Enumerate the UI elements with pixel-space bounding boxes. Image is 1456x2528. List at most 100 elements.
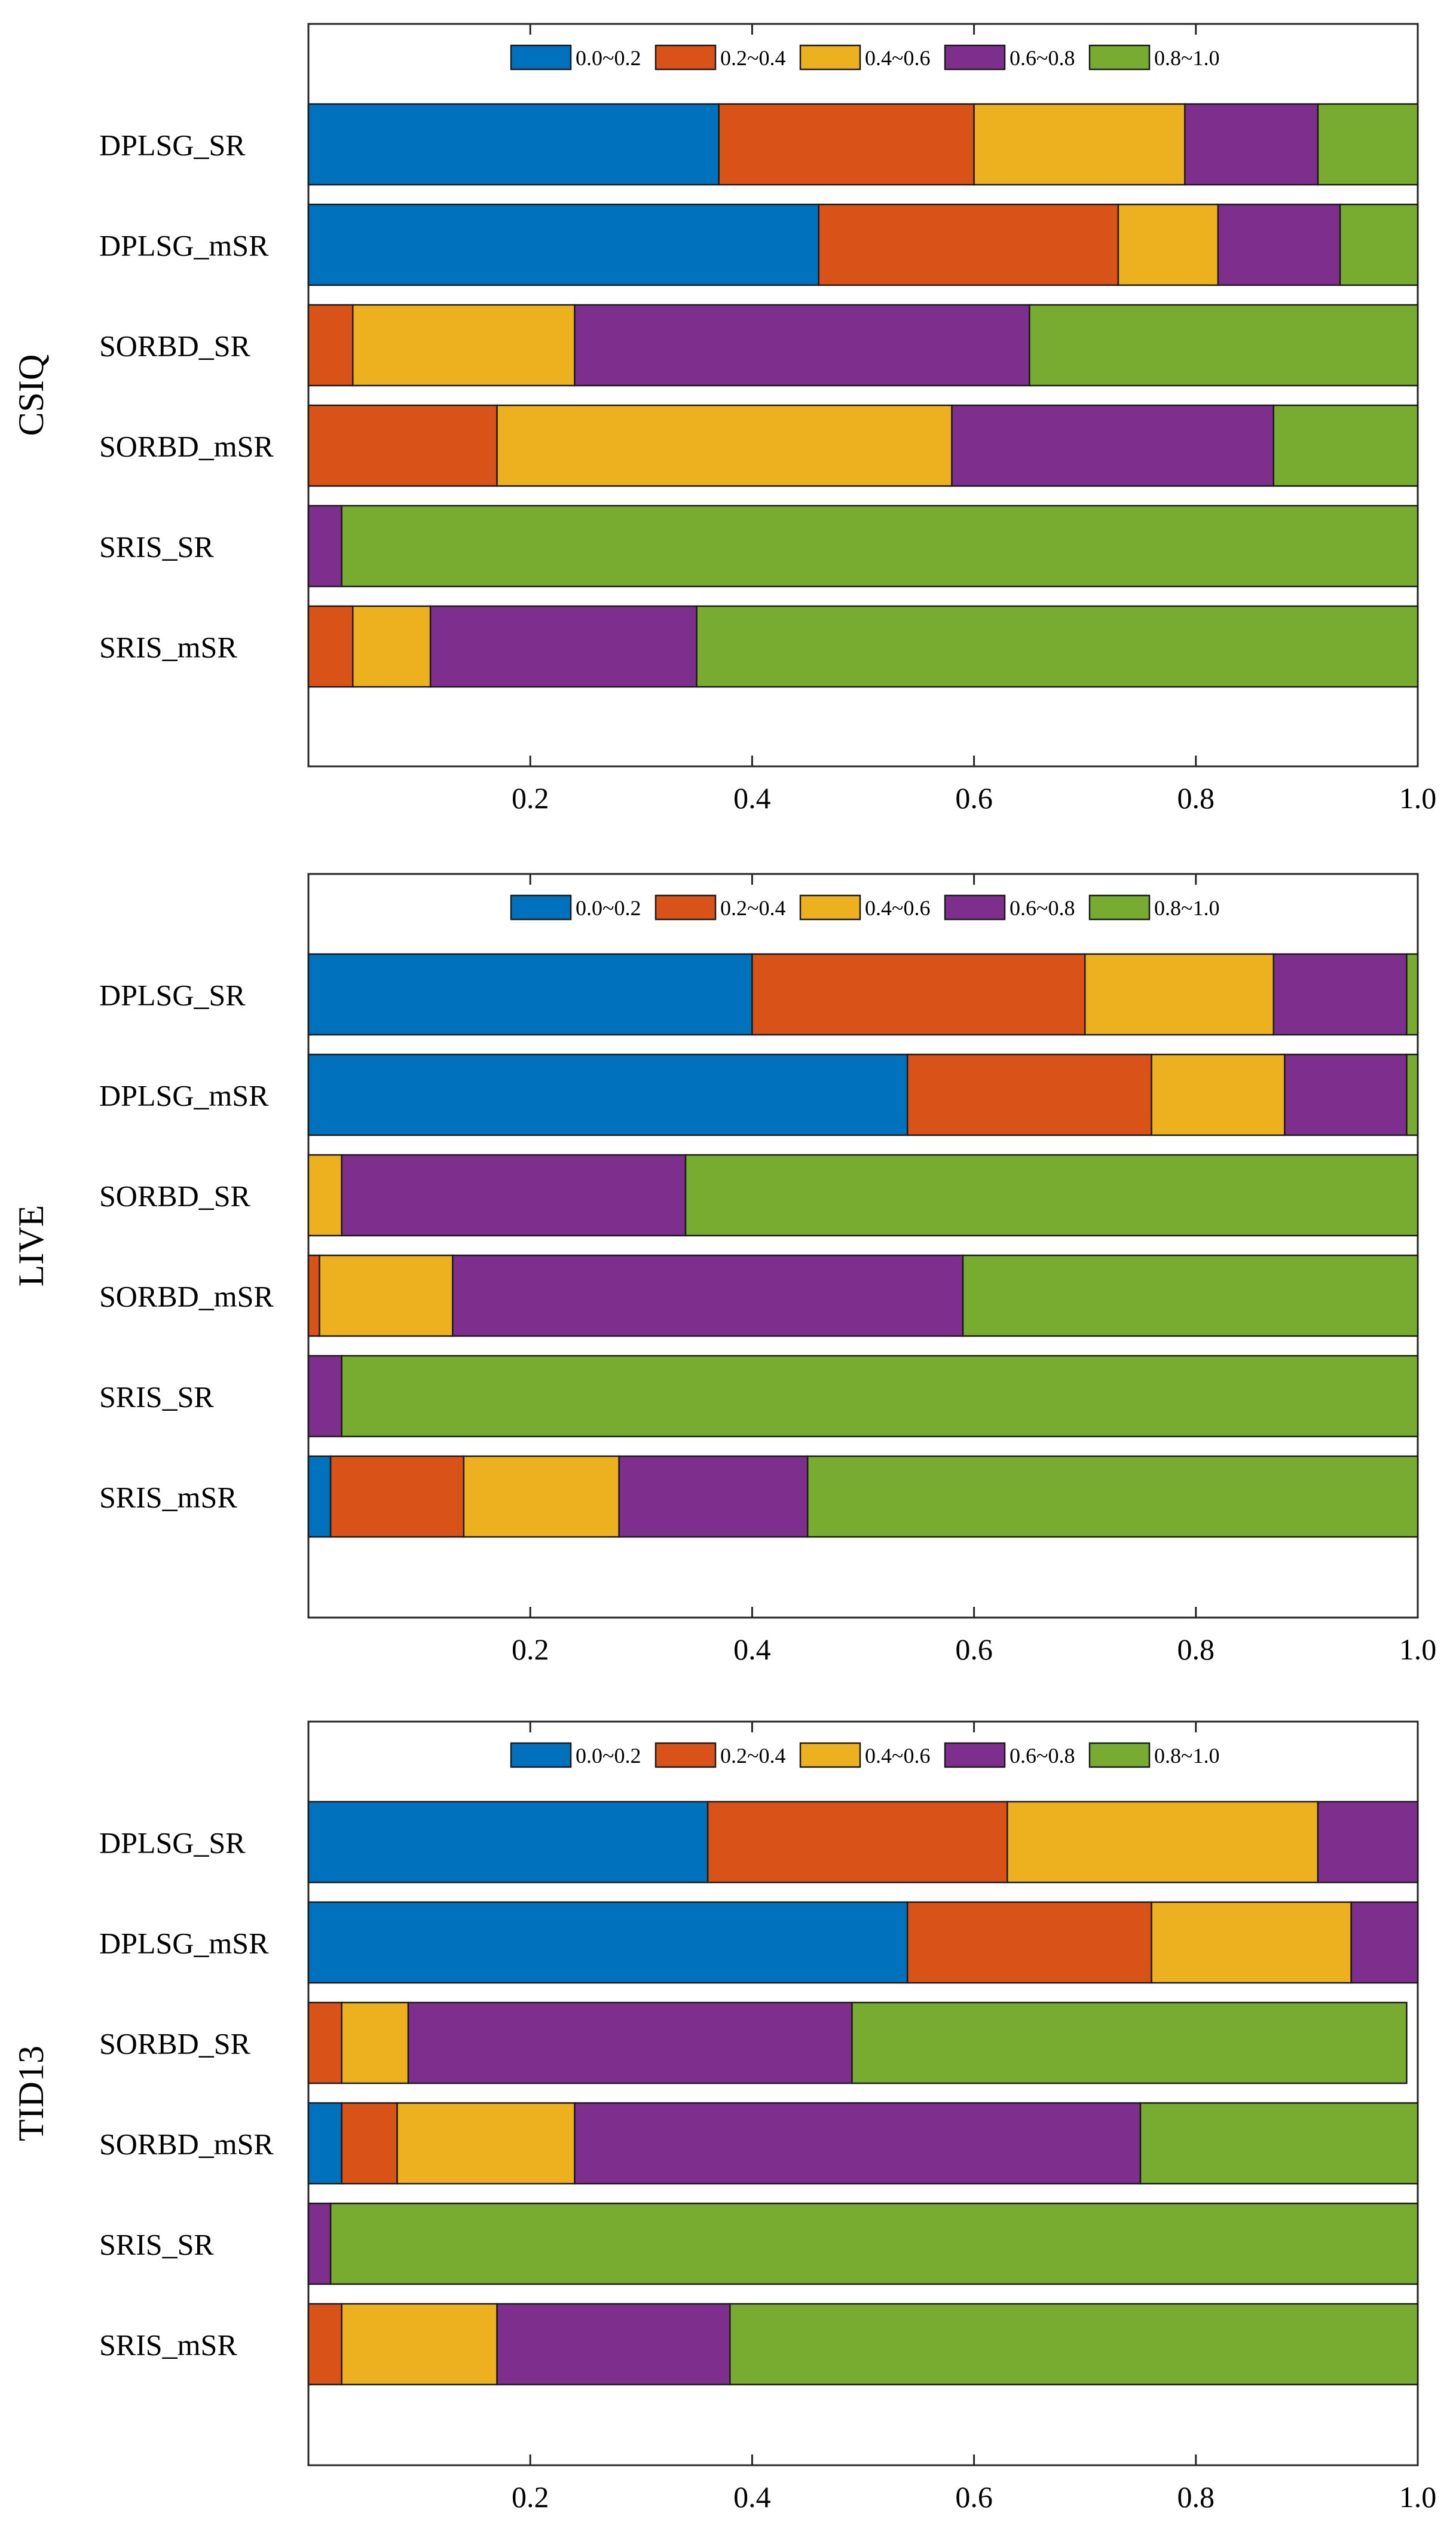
legend-label: 0.2~0.4: [720, 46, 785, 70]
bar-segment: [341, 1355, 1419, 1438]
legend-label: 0.0~0.2: [576, 1744, 641, 1768]
bar-segment: [1084, 953, 1274, 1036]
category-label: SORBD_mSR: [99, 430, 274, 463]
panel-csiq: DPLSG_SR DPLSG_mSR SORBD_SR SORBD_mSR SRIS_S…: [11, 23, 1437, 815]
bar-segment: [307, 103, 720, 186]
legend-label: 0.4~0.6: [865, 46, 930, 70]
bar-segment: [751, 953, 1086, 1036]
legend-swatch: [799, 44, 861, 71]
bar-segment: [351, 304, 576, 387]
category-label: SRIS_SR: [99, 1380, 214, 1414]
legend-swatch: [654, 44, 717, 71]
bar-segment: [1317, 1801, 1419, 1884]
bar-segment: [307, 404, 498, 487]
x-tick-label: 0.2: [512, 2480, 549, 2514]
category-label: SORBD_SR: [99, 329, 251, 363]
bar-segment: [1406, 953, 1419, 1036]
bar-segment: [1217, 203, 1341, 286]
bar-segment: [1317, 103, 1419, 186]
bar-segment: [307, 2202, 332, 2285]
bar-segment: [1350, 1901, 1419, 1984]
bar-segment: [463, 1455, 620, 1538]
panel-ylabel: LIVE: [11, 1205, 51, 1287]
bar-segment: [307, 2001, 342, 2084]
bar-segment: [1029, 304, 1419, 387]
bar-segment: [307, 1455, 332, 1538]
legend-label: 0.8~1.0: [1154, 1744, 1219, 1768]
category-label: SRIS_mSR: [99, 631, 237, 664]
bar-segment: [341, 1154, 687, 1237]
bar-segment: [307, 1801, 709, 1884]
legend-swatch: [654, 894, 717, 921]
bar-segment: [1007, 1801, 1319, 1884]
category-label: SRIS_SR: [99, 530, 214, 564]
bar-segment: [1183, 103, 1319, 186]
x-tick-label: 0.2: [512, 781, 549, 815]
x-tick-label: 0.4: [733, 781, 771, 815]
x-tick-label: 0.8: [1177, 781, 1215, 815]
x-tick-label: 1.0: [1399, 781, 1437, 815]
legend-label: 0.6~0.8: [1010, 46, 1075, 70]
x-tick-label: 0.6: [955, 1633, 993, 1666]
category-label: SRIS_mSR: [99, 2328, 237, 2362]
bar-segment: [307, 1053, 909, 1136]
bar-segment: [851, 2001, 1408, 2084]
panel-live: DPLSG_SR DPLSG_mSR SORBD_SR SORBD_mSR SRIS_S…: [11, 873, 1436, 1666]
bar-segment: [307, 1154, 342, 1237]
bar-segment: [818, 203, 1119, 286]
legend-swatch: [944, 894, 1006, 921]
category-label: SORBD_mSR: [99, 1280, 274, 1313]
bar-segment: [1151, 1053, 1286, 1136]
panel-ylabel: TID13: [11, 2046, 51, 2141]
panel-tid13: DPLSG_SR DPLSG_mSR SORBD_SR SORBD_mSR SRIS_S…: [11, 1720, 1437, 2514]
bar-segment: [341, 505, 1419, 588]
bar-segment: [396, 2102, 576, 2185]
legend-label: 0.6~0.8: [1010, 1744, 1075, 1768]
category-label: DPLSG_SR: [99, 129, 246, 162]
bar-segment: [906, 1053, 1152, 1136]
bar-segment: [307, 953, 753, 1036]
category-label: SRIS_mSR: [99, 1481, 237, 1514]
category-label: SORBD_SR: [99, 2027, 251, 2061]
category-label: DPLSG_SR: [99, 979, 246, 1012]
legend-swatch: [1088, 1742, 1151, 1768]
category-label: SORBD_SR: [99, 1179, 251, 1213]
legend-label: 0.8~1.0: [1154, 46, 1219, 70]
bar-segment: [574, 2102, 1142, 2185]
bar-segment: [951, 404, 1274, 487]
bar-segment: [319, 1254, 454, 1337]
bars: [307, 953, 1419, 1538]
bar-segment: [496, 2303, 731, 2386]
x-tick-label: 1.0: [1399, 2480, 1437, 2514]
x-tick-label: 0.2: [512, 1633, 549, 1666]
legend-label: 0.2~0.4: [720, 1744, 785, 1768]
legend-swatch: [799, 894, 861, 921]
bar-segment: [307, 2303, 342, 2386]
bar-segment: [307, 203, 820, 286]
x-tick-label: 0.4: [733, 1633, 771, 1666]
legend-swatch: [944, 44, 1006, 71]
category-label: SORBD_mSR: [99, 2127, 274, 2161]
legend-swatch: [1088, 44, 1151, 71]
legend-label: 0.4~0.6: [865, 896, 930, 920]
bar-segment: [452, 1254, 964, 1337]
legend-swatch: [510, 894, 572, 921]
bar-segment: [1339, 203, 1419, 286]
bar-segment: [1139, 2102, 1419, 2185]
bar-segment: [341, 2303, 498, 2386]
bar-segment: [696, 605, 1419, 688]
category-label: SRIS_SR: [99, 2228, 214, 2261]
bar-segment: [574, 304, 1030, 387]
category-label: DPLSG_mSR: [99, 1079, 269, 1112]
bar-segment: [329, 2202, 1419, 2285]
bar-segment: [496, 404, 953, 487]
bar-segment: [307, 1355, 342, 1438]
bar-segment: [1406, 1053, 1419, 1136]
x-tick-label: 0.6: [955, 781, 993, 815]
bar-segment: [307, 2102, 342, 2185]
legend: 0.0~0.2 0.2~0.4 0.4~0.6 0.6~0.8 0.8~1.0: [510, 894, 1219, 921]
x-tick-label: 0.8: [1177, 2480, 1215, 2514]
category-label: DPLSG_SR: [99, 1826, 246, 1860]
